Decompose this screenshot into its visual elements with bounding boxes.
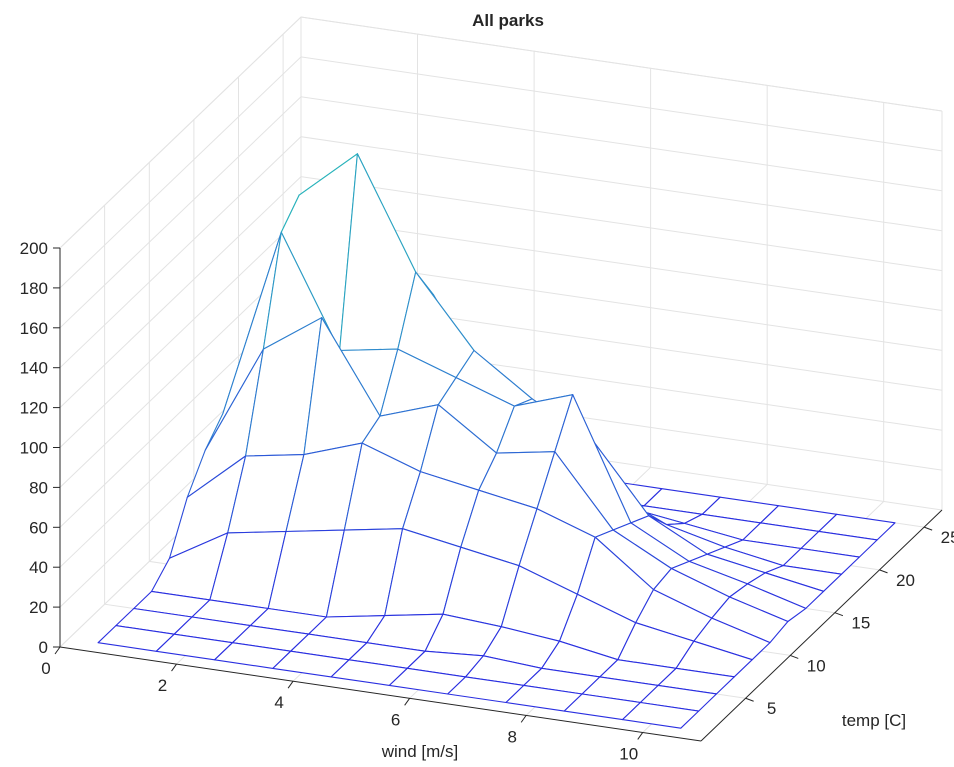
surface-cell xyxy=(621,701,700,729)
y-tick-label: 20 xyxy=(896,571,915,590)
x-tick-mark xyxy=(637,732,644,740)
z-tick-label: 200 xyxy=(20,239,48,258)
z-tick-label: 180 xyxy=(20,279,48,298)
x-tick-label: 6 xyxy=(391,710,400,729)
y-axis-line xyxy=(700,509,943,742)
box-edge xyxy=(300,16,943,112)
y-axis-label: temp [C] xyxy=(842,711,906,730)
tick-labels: 0 20 40 60 80 100 120 140 160 180 200 0 2 4 6 8 10 5 10 15 2… xyxy=(20,239,954,763)
x-tick-mark xyxy=(54,646,61,655)
x-tick-label: 8 xyxy=(507,727,516,746)
z-tick-label: 100 xyxy=(20,439,48,458)
x-tick-mark xyxy=(171,663,177,672)
x-tick-mark xyxy=(404,697,411,706)
z-tick-label: 20 xyxy=(29,598,48,617)
y-tick-mark xyxy=(834,612,844,617)
y-tick-mark xyxy=(745,697,754,702)
chart-title: All parks xyxy=(472,11,544,30)
y-tick-mark xyxy=(879,569,888,574)
z-tick-label: 80 xyxy=(29,478,48,497)
x-tick-mark xyxy=(287,680,294,689)
x-tick-label: 2 xyxy=(158,676,167,695)
z-tick-label: 140 xyxy=(20,359,48,378)
y-tick-mark xyxy=(923,526,933,531)
z-tick-label: 0 xyxy=(39,638,48,657)
box-edge xyxy=(59,16,302,249)
y-tick-label: 10 xyxy=(807,656,826,675)
x-tick-mark xyxy=(520,715,527,723)
z-tick-label: 40 xyxy=(29,558,48,577)
y-tick-label: 5 xyxy=(767,699,776,718)
z-gridline xyxy=(59,16,943,249)
x-axis-line xyxy=(59,646,702,742)
x-axis-label: wind [m/s] xyxy=(381,742,459,761)
x-tick-label: 0 xyxy=(41,659,50,678)
surface-mesh xyxy=(97,153,896,729)
axes-lines xyxy=(53,247,943,742)
x-tick-label: 4 xyxy=(274,693,283,712)
y-tick-label: 25 xyxy=(941,528,954,547)
z-tick-label: 160 xyxy=(20,319,48,338)
y-tick-mark xyxy=(790,654,799,659)
z-tick-label: 120 xyxy=(20,399,48,418)
x-tick-label: 10 xyxy=(619,744,638,763)
z-tick-label: 60 xyxy=(29,518,48,537)
y-tick-label: 15 xyxy=(851,614,870,633)
